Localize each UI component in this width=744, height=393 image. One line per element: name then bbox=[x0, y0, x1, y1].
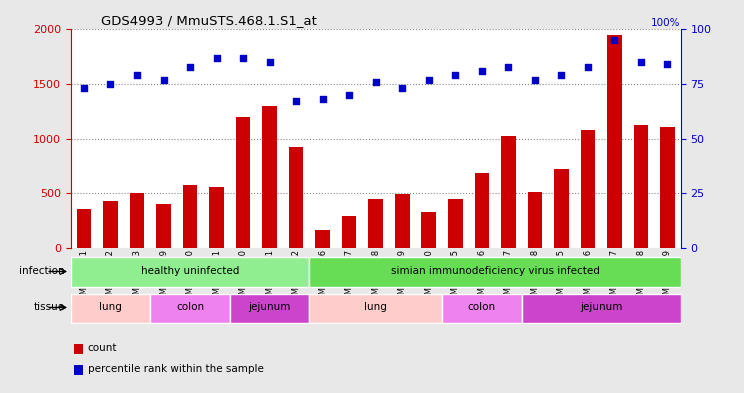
Bar bbox=[71, 257, 310, 287]
Bar bbox=[129, 193, 144, 248]
Bar bbox=[289, 147, 304, 248]
Text: colon: colon bbox=[468, 303, 496, 312]
Point bbox=[449, 72, 461, 79]
Bar bbox=[263, 106, 277, 248]
Bar bbox=[71, 294, 150, 323]
Bar bbox=[310, 257, 681, 287]
Point bbox=[609, 37, 620, 44]
Point bbox=[423, 77, 434, 83]
Point bbox=[263, 59, 275, 65]
Point bbox=[397, 85, 408, 92]
Bar bbox=[442, 294, 522, 323]
Text: GDS4993 / MmuSTS.468.1.S1_at: GDS4993 / MmuSTS.468.1.S1_at bbox=[101, 14, 317, 27]
Text: 100%: 100% bbox=[651, 18, 681, 28]
Text: lung: lung bbox=[365, 303, 387, 312]
Bar bbox=[475, 173, 489, 248]
Text: jejunum: jejunum bbox=[248, 303, 291, 312]
Point bbox=[131, 72, 143, 79]
Point bbox=[211, 55, 222, 61]
Text: jejunum: jejunum bbox=[580, 303, 623, 312]
Point bbox=[343, 92, 355, 98]
Point bbox=[529, 77, 541, 83]
Bar bbox=[554, 169, 568, 248]
Point bbox=[290, 98, 302, 105]
Point bbox=[78, 85, 90, 92]
Text: simian immunodeficiency virus infected: simian immunodeficiency virus infected bbox=[391, 266, 600, 277]
Point bbox=[635, 59, 647, 65]
Bar bbox=[421, 211, 436, 248]
Point bbox=[502, 63, 514, 70]
Point bbox=[556, 72, 568, 79]
Bar bbox=[580, 130, 595, 248]
Text: healthy uninfected: healthy uninfected bbox=[141, 266, 240, 277]
Point bbox=[370, 79, 382, 85]
Bar bbox=[156, 204, 171, 248]
Bar bbox=[230, 294, 310, 323]
Text: colon: colon bbox=[176, 303, 204, 312]
Bar bbox=[77, 209, 92, 248]
Point bbox=[184, 63, 196, 70]
Bar bbox=[522, 294, 681, 323]
Bar bbox=[395, 194, 409, 248]
Bar bbox=[368, 198, 383, 248]
Point bbox=[582, 63, 594, 70]
Text: infection: infection bbox=[19, 266, 65, 277]
Bar bbox=[150, 294, 230, 323]
Point bbox=[317, 96, 329, 103]
Bar bbox=[448, 198, 463, 248]
Bar bbox=[342, 216, 356, 248]
Bar bbox=[501, 136, 516, 248]
Text: percentile rank within the sample: percentile rank within the sample bbox=[88, 364, 263, 375]
Point bbox=[104, 81, 116, 87]
Bar bbox=[310, 294, 442, 323]
Bar bbox=[660, 127, 675, 248]
Point bbox=[476, 68, 488, 74]
Bar bbox=[527, 192, 542, 248]
Text: tissue: tissue bbox=[33, 303, 65, 312]
Point bbox=[661, 61, 673, 68]
Text: lung: lung bbox=[99, 303, 122, 312]
Bar bbox=[315, 230, 330, 248]
Bar bbox=[183, 185, 197, 248]
Bar bbox=[209, 187, 224, 248]
Bar bbox=[103, 201, 118, 248]
Bar bbox=[607, 35, 622, 248]
Bar bbox=[634, 125, 648, 248]
Point bbox=[237, 55, 249, 61]
Text: count: count bbox=[88, 343, 118, 353]
Bar bbox=[236, 117, 251, 248]
Point bbox=[158, 77, 170, 83]
